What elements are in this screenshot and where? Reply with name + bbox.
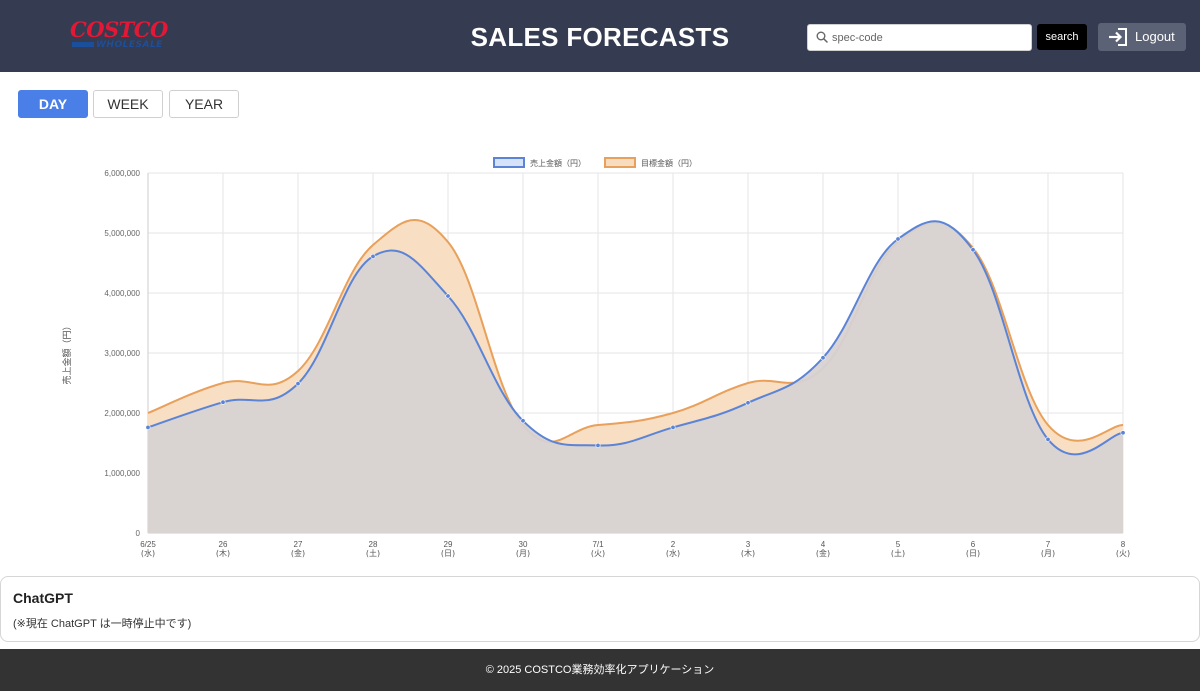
data-point <box>820 355 826 361</box>
x-tick-weekday: (金) <box>816 548 830 558</box>
y-tick-label: 6,000,000 <box>104 169 140 178</box>
logout-button[interactable]: Logout <box>1098 23 1186 51</box>
x-tick-weekday: (水) <box>666 548 680 558</box>
data-point <box>295 381 301 387</box>
series-line-1 <box>147 220 1124 456</box>
x-tick-label: 8 <box>1121 540 1126 549</box>
x-tick-weekday: (土) <box>366 548 380 558</box>
x-tick-weekday: (土) <box>891 548 905 558</box>
x-tick-weekday: (月) <box>516 549 530 558</box>
x-tick-label: 5 <box>896 540 901 549</box>
y-tick-label: 4,000,000 <box>104 289 140 298</box>
y-tick-label: 3,000,000 <box>104 349 140 358</box>
x-tick-weekday: (月) <box>1041 549 1055 558</box>
legend-label-0: 売上金額（円） <box>530 158 586 168</box>
chatgpt-title: ChatGPT <box>13 590 73 606</box>
x-tick-label: 27 <box>294 540 303 549</box>
x-tick-label: 29 <box>444 540 453 549</box>
costco-logo[interactable]: COSTCO WHOLESALE <box>70 18 170 54</box>
data-point <box>895 236 901 242</box>
legend-swatch-1 <box>604 157 636 168</box>
data-point <box>745 400 751 406</box>
sales-chart-svg: 0 1,000,000 2,000,000 3,000,000 4,000,000 5,0… <box>61 157 1130 558</box>
x-tick-weekday: (水) <box>141 548 155 558</box>
x-tick-label: 7 <box>1046 540 1051 549</box>
series-area-1 <box>148 221 1123 533</box>
x-tick-label: 28 <box>369 540 378 549</box>
logo-subtitle: WHOLESALE <box>96 40 163 50</box>
footer: © 2025 COSTCO業務効率化アプリケーション <box>0 649 1200 691</box>
search-icon <box>816 31 828 43</box>
x-tick-label: 26 <box>219 540 228 549</box>
x-tick-weekday: (木) <box>216 548 230 558</box>
y-tick-label: 2,000,000 <box>104 409 140 418</box>
chatgpt-message: (※現在 ChatGPT は一時停止中です) <box>13 618 192 630</box>
data-point <box>670 424 676 430</box>
search-button[interactable]: search <box>1037 24 1087 50</box>
chatgpt-panel: ChatGPT (※現在 ChatGPT は一時停止中です) <box>0 576 1200 642</box>
data-point <box>1045 436 1051 442</box>
y-tick-label: 1,000,000 <box>104 469 140 478</box>
logo-underline <box>72 42 94 47</box>
logout-icon <box>1109 28 1127 46</box>
x-tick-label: 6/25 <box>140 540 156 549</box>
logout-label: Logout <box>1135 29 1175 44</box>
data-point <box>370 253 376 259</box>
data-point <box>145 424 151 430</box>
legend-swatch-0 <box>493 157 525 168</box>
x-tick-weekday: (日) <box>441 549 455 558</box>
search-box <box>807 24 1032 51</box>
data-point <box>520 418 526 424</box>
x-tick-label: 30 <box>519 540 528 549</box>
x-tick-weekday: (日) <box>966 549 980 558</box>
logo-wordmark: COSTCO <box>70 17 168 42</box>
x-tick-weekday: (金) <box>291 548 305 558</box>
header-bar: COSTCO WHOLESALE SALES FORECASTS search … <box>0 0 1200 72</box>
data-point <box>970 247 976 253</box>
data-point <box>445 293 451 299</box>
x-tick-label: 7/1 <box>592 540 604 549</box>
data-point <box>220 399 226 405</box>
tab-year[interactable]: YEAR <box>169 90 239 118</box>
x-tick-weekday: (火) <box>591 549 605 558</box>
data-point <box>595 442 601 448</box>
x-tick-weekday: (木) <box>741 548 755 558</box>
y-tick-label: 0 <box>136 529 141 538</box>
search-input[interactable] <box>832 27 1027 48</box>
x-tick-label: 6 <box>971 540 976 549</box>
tab-day[interactable]: DAY <box>18 90 88 118</box>
y-tick-label: 5,000,000 <box>104 229 140 238</box>
data-point <box>1120 430 1126 436</box>
page-title: SALES FORECASTS <box>470 22 730 52</box>
legend-label-1: 目標金額（円） <box>641 158 697 168</box>
tab-week[interactable]: WEEK <box>93 90 163 118</box>
x-tick-label: 4 <box>821 540 826 549</box>
x-tick-label: 2 <box>671 540 676 549</box>
y-axis-label: 売上金額（円） <box>61 321 73 384</box>
x-tick-label: 3 <box>746 540 751 549</box>
sales-chart: 0 1,000,000 2,000,000 3,000,000 4,000,000 5,0… <box>0 140 1200 570</box>
x-tick-weekday: (火) <box>1116 549 1130 558</box>
